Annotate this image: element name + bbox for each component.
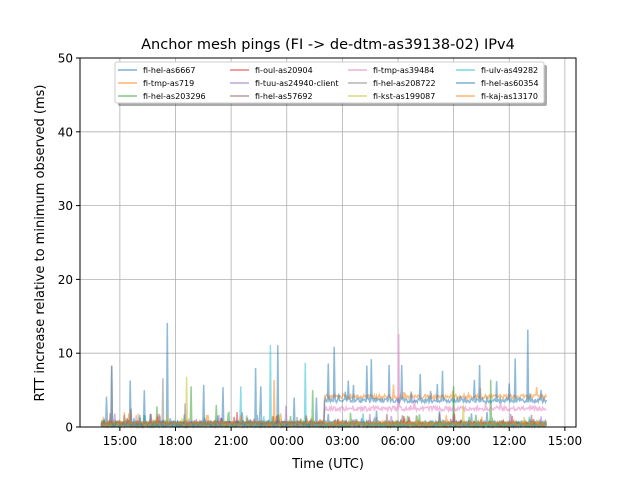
x-tick-label: 15:00 <box>548 434 583 448</box>
x-tick-label: 18:00 <box>158 434 193 448</box>
legend-label: fi-kst-as199087 <box>373 92 435 101</box>
chart-title: Anchor mesh pings (FI -> de-dtm-as39138-… <box>141 37 515 53</box>
x-axis-ticks: 15:00 18:00 21:00 00:00 03:00 06:00 09:00 12:00… <box>103 427 583 448</box>
y-tick-label: 0 <box>65 421 73 435</box>
x-tick-label: 00:00 <box>269 434 304 448</box>
legend-label: fi-kaj-as13170 <box>481 92 538 101</box>
legend-label: fi-hel-as60354 <box>481 79 539 88</box>
plot-frame <box>79 57 577 428</box>
legend-label: fi-tmp-as39484 <box>373 66 434 75</box>
y-tick-label: 10 <box>58 347 73 361</box>
legend-label: fi-ulv-as49282 <box>481 66 538 75</box>
series-line-fi-kaj-as13170 <box>100 379 547 428</box>
x-tick-label: 09:00 <box>436 434 471 448</box>
x-tick-label: 12:00 <box>492 434 527 448</box>
legend-label: fi-tmp-as719 <box>143 79 194 88</box>
grid <box>80 57 576 428</box>
y-tick-label: 30 <box>58 199 73 213</box>
series-lines <box>100 322 548 430</box>
y-axis-label: RTT increase relative to minimum observe… <box>33 85 48 402</box>
y-tick-label: 40 <box>58 125 73 139</box>
legend-label: fi-hel-as203296 <box>143 92 206 101</box>
x-axis-label: Time (UTC) <box>291 457 364 472</box>
y-axis-ticks: 0 10 20 30 40 50 <box>58 52 80 435</box>
legend-label: fi-hel-as208722 <box>373 79 436 88</box>
x-tick-label: 06:00 <box>381 434 416 448</box>
legend: fi-hel-as6667 fi-tmp-as719 fi-hel-as203296… <box>114 61 547 106</box>
y-tick-label: 50 <box>58 52 73 66</box>
legend-label: fi-tuu-as24940-client <box>255 79 338 88</box>
y-tick-label: 20 <box>58 273 73 287</box>
legend-label: fi-hel-as57692 <box>255 92 313 101</box>
x-tick-label: 21:00 <box>214 434 249 448</box>
x-tick-label: 03:00 <box>325 434 360 448</box>
legend-label: fi-oul-as20904 <box>255 66 313 75</box>
x-tick-label: 15:00 <box>103 434 138 448</box>
legend-label: fi-hel-as6667 <box>143 66 195 75</box>
